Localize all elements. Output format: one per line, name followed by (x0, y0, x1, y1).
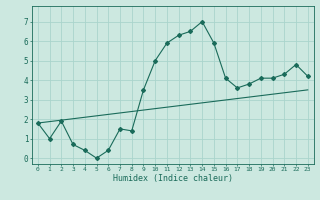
X-axis label: Humidex (Indice chaleur): Humidex (Indice chaleur) (113, 174, 233, 183)
